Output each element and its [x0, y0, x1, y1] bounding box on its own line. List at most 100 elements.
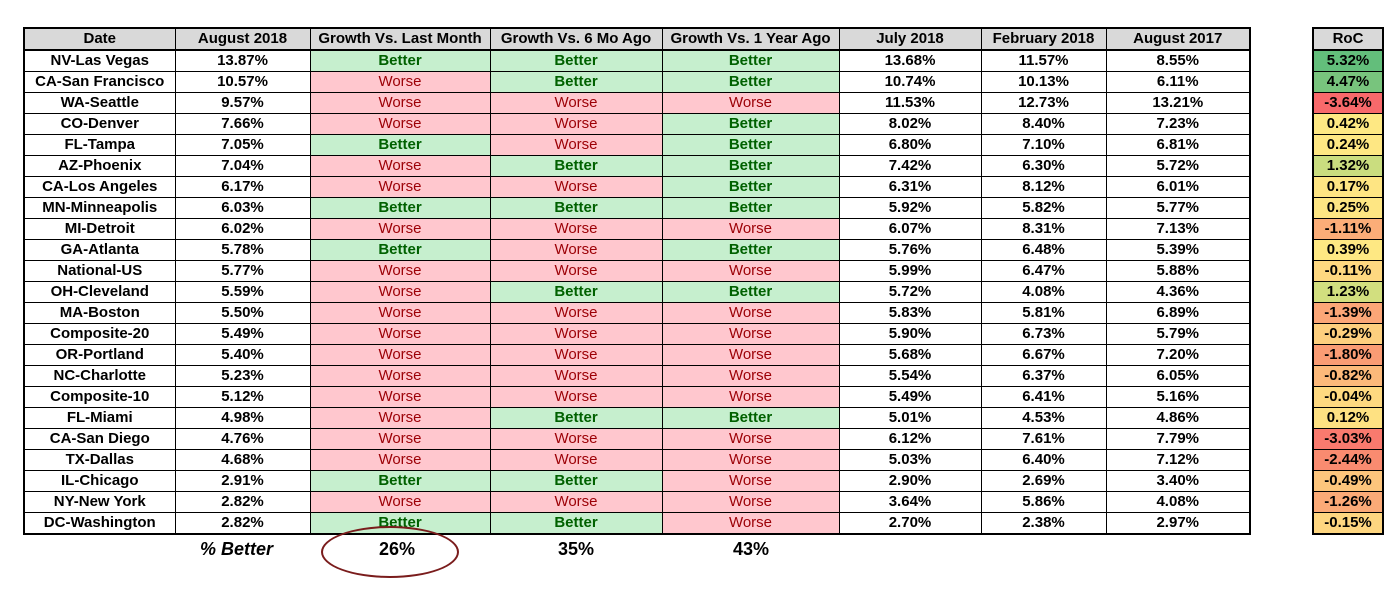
roc-row: -1.80%: [1312, 344, 1384, 366]
vs-1-year-cell: Better: [661, 113, 840, 135]
table-row: CA-San Diego 4.76% Worse Worse Worse 6.12% 7.6…: [23, 428, 1251, 450]
july-2018-cell: 8.02%: [838, 113, 982, 135]
table-row: CA-San Francisco 10.57% Worse Better Better 1…: [23, 71, 1251, 93]
roc-row: 0.42%: [1312, 113, 1384, 135]
roc-cell: -0.29%: [1312, 323, 1384, 345]
february-2018-cell: 6.47%: [980, 260, 1107, 282]
july-2018-cell: 5.90%: [838, 323, 982, 345]
roc-row: 5.32%: [1312, 49, 1384, 72]
vs-6-mo-cell: Worse: [489, 449, 663, 471]
august-2017-cell: 7.12%: [1105, 449, 1251, 471]
february-2018-cell: 2.69%: [980, 470, 1107, 492]
vs-last-month-cell: Worse: [309, 71, 491, 93]
august-2017-cell: 6.11%: [1105, 71, 1251, 93]
city-cell: IL-Chicago: [23, 470, 176, 492]
roc-cell: 0.24%: [1312, 134, 1384, 156]
roc-cell: -3.03%: [1312, 428, 1384, 450]
vs-6-mo-cell: Worse: [489, 491, 663, 513]
february-2018-cell: 5.86%: [980, 491, 1107, 513]
august-2017-cell: 5.39%: [1105, 239, 1251, 261]
roc-row: -0.82%: [1312, 365, 1384, 387]
july-2018-cell: 5.49%: [838, 386, 982, 408]
vs-6-mo-cell: Better: [489, 197, 663, 219]
roc-row: -0.11%: [1312, 260, 1384, 282]
city-cell: FL-Tampa: [23, 134, 176, 156]
vs-last-month-cell: Better: [309, 49, 491, 72]
roc-row: 1.32%: [1312, 155, 1384, 177]
august-2017-cell: 4.86%: [1105, 407, 1251, 429]
july-2018-cell: 6.80%: [838, 134, 982, 156]
city-cell: MN-Minneapolis: [23, 197, 176, 219]
roc-row: -0.04%: [1312, 386, 1384, 408]
july-2018-cell: 10.74%: [838, 71, 982, 93]
august-2018-cell: 4.76%: [174, 428, 311, 450]
table-row: NY-New York 2.82% Worse Worse Worse 3.64% 5.86…: [23, 491, 1251, 513]
city-cell: NV-Las Vegas: [23, 49, 176, 72]
roc-row: -1.39%: [1312, 302, 1384, 324]
header-row: Date August 2018 Growth Vs. Last Month G…: [23, 27, 1251, 51]
vs-1-year-cell: Worse: [661, 260, 840, 282]
city-cell: WA-Seattle: [23, 92, 176, 114]
august-2018-cell: 5.23%: [174, 365, 311, 387]
vs-1-year-cell: Worse: [661, 491, 840, 513]
vs-6-mo-cell: Worse: [489, 365, 663, 387]
vs-1-year-cell: Better: [661, 71, 840, 93]
roc-cell: 1.23%: [1312, 281, 1384, 303]
roc-header: RoC: [1312, 27, 1384, 51]
august-2018-cell: 5.59%: [174, 281, 311, 303]
table-row: FL-Miami 4.98% Worse Better Better 5.01% 4.53%…: [23, 407, 1251, 429]
vs-6-mo-cell: Worse: [489, 239, 663, 261]
roc-cell: -2.44%: [1312, 449, 1384, 471]
vs-last-month-cell: Worse: [309, 176, 491, 198]
vs-6-mo-cell: Worse: [489, 92, 663, 114]
august-2018-cell: 10.57%: [174, 71, 311, 93]
vs-last-month-cell: Worse: [309, 491, 491, 513]
february-2018-cell: 8.12%: [980, 176, 1107, 198]
august-2018-cell: 4.68%: [174, 449, 311, 471]
city-cell: CA-San Francisco: [23, 71, 176, 93]
vs-last-month-cell: Better: [309, 197, 491, 219]
roc-cell: -1.80%: [1312, 344, 1384, 366]
vs-last-month-cell: Worse: [309, 260, 491, 282]
vs-1-year-cell: Worse: [661, 428, 840, 450]
header-february-2018: February 2018: [980, 27, 1107, 51]
roc-cell: 0.17%: [1312, 176, 1384, 198]
roc-cell: -0.11%: [1312, 260, 1384, 282]
vs-6-mo-cell: Worse: [489, 176, 663, 198]
july-2018-cell: 6.07%: [838, 218, 982, 240]
roc-cell: 1.32%: [1312, 155, 1384, 177]
table-row: GA-Atlanta 5.78% Better Worse Better 5.76% 6.4…: [23, 239, 1251, 261]
vs-6-mo-cell: Better: [489, 470, 663, 492]
august-2017-cell: 7.20%: [1105, 344, 1251, 366]
pct-better-vs-1-year: 43%: [733, 539, 770, 559]
july-2018-cell: 13.68%: [838, 49, 982, 72]
roc-row: 0.12%: [1312, 407, 1384, 429]
february-2018-cell: 2.38%: [980, 512, 1107, 535]
august-2017-cell: 4.36%: [1105, 281, 1251, 303]
city-cell: OR-Portland: [23, 344, 176, 366]
roc-row: 0.24%: [1312, 134, 1384, 156]
august-2017-cell: 13.21%: [1105, 92, 1251, 114]
august-2018-cell: 13.87%: [174, 49, 311, 72]
vs-6-mo-cell: Better: [489, 155, 663, 177]
february-2018-cell: 6.67%: [980, 344, 1107, 366]
roc-cell: 0.25%: [1312, 197, 1384, 219]
roc-row: 0.39%: [1312, 239, 1384, 261]
roc-row: 0.17%: [1312, 176, 1384, 198]
vs-6-mo-cell: Better: [489, 49, 663, 72]
roc-cell: -0.15%: [1312, 512, 1384, 535]
july-2018-cell: 6.12%: [838, 428, 982, 450]
vs-6-mo-cell: Worse: [489, 260, 663, 282]
august-2018-cell: 5.12%: [174, 386, 311, 408]
table-row: IL-Chicago 2.91% Better Better Worse 2.90% 2.6…: [23, 470, 1251, 492]
roc-header-row: RoC: [1312, 27, 1384, 51]
july-2018-cell: 5.76%: [838, 239, 982, 261]
august-2018-cell: 6.02%: [174, 218, 311, 240]
august-2017-cell: 6.81%: [1105, 134, 1251, 156]
roc-cell: 5.32%: [1312, 49, 1384, 72]
february-2018-cell: 5.81%: [980, 302, 1107, 324]
february-2018-cell: 6.48%: [980, 239, 1107, 261]
table-row: AZ-Phoenix 7.04% Worse Better Better 7.42% 6.3…: [23, 155, 1251, 177]
august-2017-cell: 8.55%: [1105, 49, 1251, 72]
february-2018-cell: 8.31%: [980, 218, 1107, 240]
